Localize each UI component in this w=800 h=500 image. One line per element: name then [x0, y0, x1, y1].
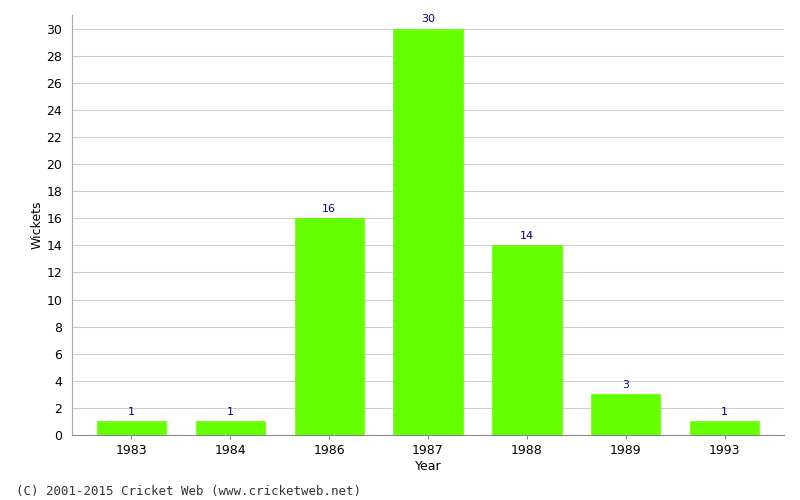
Bar [196, 422, 265, 435]
Bar [492, 246, 562, 435]
Y-axis label: Wickets: Wickets [30, 200, 44, 249]
Text: 16: 16 [322, 204, 336, 214]
Bar [394, 28, 462, 435]
Text: (C) 2001-2015 Cricket Web (www.cricketweb.net): (C) 2001-2015 Cricket Web (www.cricketwe… [16, 485, 361, 498]
Bar [97, 422, 166, 435]
Bar [294, 218, 364, 435]
Bar [690, 422, 759, 435]
Text: 3: 3 [622, 380, 630, 390]
Text: 30: 30 [421, 14, 435, 24]
X-axis label: Year: Year [414, 460, 442, 473]
Text: 1: 1 [721, 408, 728, 418]
Bar [591, 394, 660, 435]
Text: 1: 1 [128, 408, 135, 418]
Text: 1: 1 [226, 408, 234, 418]
Text: 14: 14 [520, 232, 534, 241]
